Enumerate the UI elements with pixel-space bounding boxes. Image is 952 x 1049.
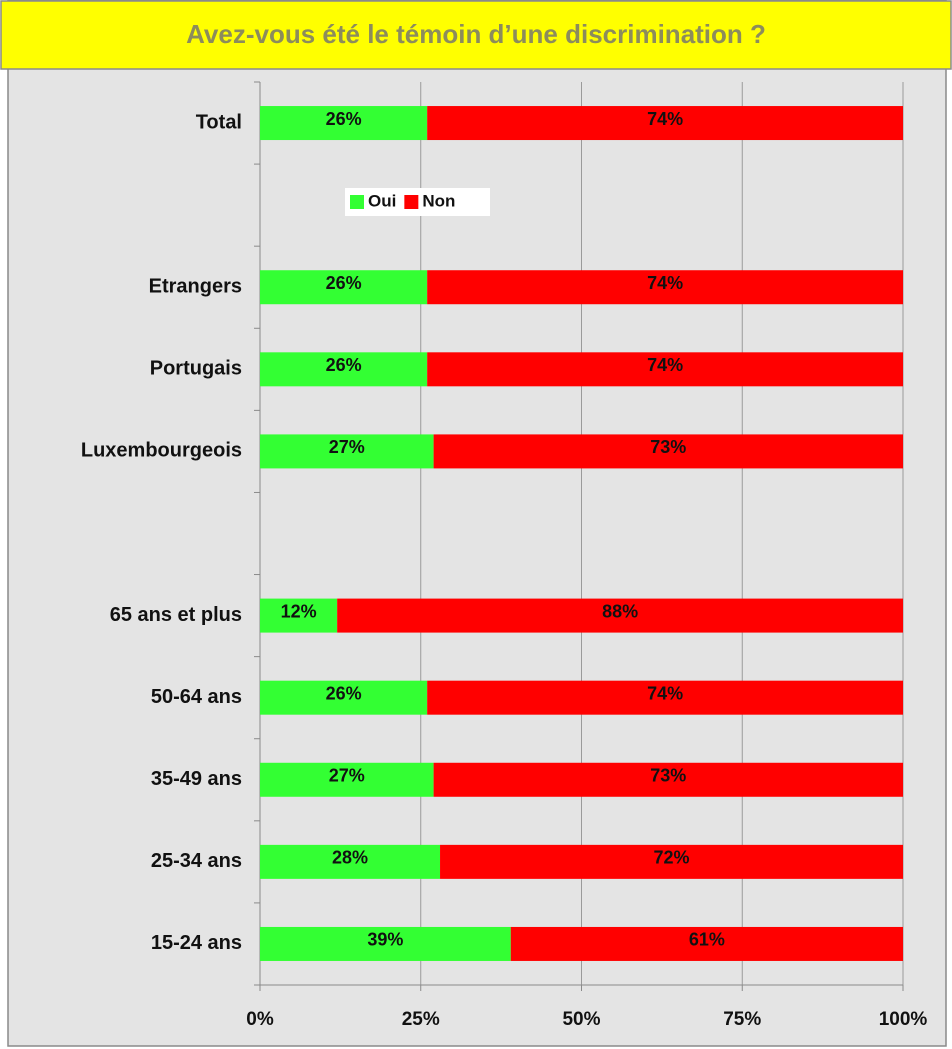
- bar-segment: [260, 270, 428, 305]
- x-tick-label: 25%: [402, 1009, 440, 1030]
- data-label: 27%: [329, 766, 365, 786]
- y-tick-label: Luxembourgeois: [81, 440, 242, 462]
- data-label: 73%: [650, 766, 686, 786]
- y-tick-label: 25-34 ans: [151, 850, 242, 872]
- y-tick-label: 65 ans et plus: [110, 604, 242, 626]
- data-label: 26%: [326, 273, 362, 293]
- data-label: 26%: [326, 109, 362, 129]
- legend-label: Oui: [368, 191, 396, 210]
- bar-segment: [260, 926, 511, 961]
- title-box: [0, 0, 952, 70]
- data-label: 74%: [647, 683, 683, 703]
- x-tick-label: 100%: [879, 1009, 928, 1030]
- data-label: 61%: [689, 930, 725, 950]
- bar-segment: [260, 762, 434, 797]
- x-tick-label: 50%: [562, 1009, 600, 1030]
- x-tick-label: 75%: [723, 1009, 761, 1030]
- bar-segment: [433, 434, 903, 469]
- data-label: 12%: [281, 601, 317, 621]
- data-label: 74%: [647, 273, 683, 293]
- data-label: 72%: [654, 848, 690, 868]
- bar-segment: [427, 270, 903, 305]
- data-label: 26%: [326, 355, 362, 375]
- bar-segment: [260, 434, 434, 469]
- y-tick-label: Total: [196, 111, 242, 133]
- x-tick-label: 0%: [246, 1009, 274, 1030]
- bar-segment: [260, 680, 428, 715]
- data-label: 73%: [650, 437, 686, 457]
- bar-segment: [427, 352, 903, 387]
- bar-segment: [337, 598, 903, 633]
- y-tick-label: 35-49 ans: [151, 768, 242, 790]
- bar-segment: [260, 352, 428, 387]
- bar-segment: [427, 680, 903, 715]
- y-tick-label: 50-64 ans: [151, 686, 242, 708]
- data-label: 39%: [367, 930, 403, 950]
- data-label: 26%: [326, 683, 362, 703]
- legend-swatch: [350, 195, 364, 209]
- chart-title: Avez-vous été le témoin d’une discrimina…: [186, 19, 766, 49]
- bar-segment: [260, 106, 428, 141]
- legend-swatch: [404, 195, 419, 209]
- y-tick-label: 15-24 ans: [151, 932, 242, 954]
- data-label: 74%: [647, 109, 683, 129]
- data-label: 88%: [602, 601, 638, 621]
- bar-segment: [440, 844, 903, 879]
- y-tick-label: Etrangers: [149, 276, 242, 298]
- legend-label: Non: [422, 191, 455, 210]
- chart-background: [7, 0, 947, 1047]
- data-label: 28%: [332, 848, 368, 868]
- data-label: 74%: [647, 355, 683, 375]
- bar-segment: [260, 844, 441, 879]
- bar-segment: [433, 762, 903, 797]
- bar-segment: [427, 106, 903, 141]
- data-label: 27%: [329, 437, 365, 457]
- bar-segment: [510, 926, 903, 961]
- y-tick-label: Portugais: [150, 358, 242, 380]
- bar-segment: [260, 598, 338, 633]
